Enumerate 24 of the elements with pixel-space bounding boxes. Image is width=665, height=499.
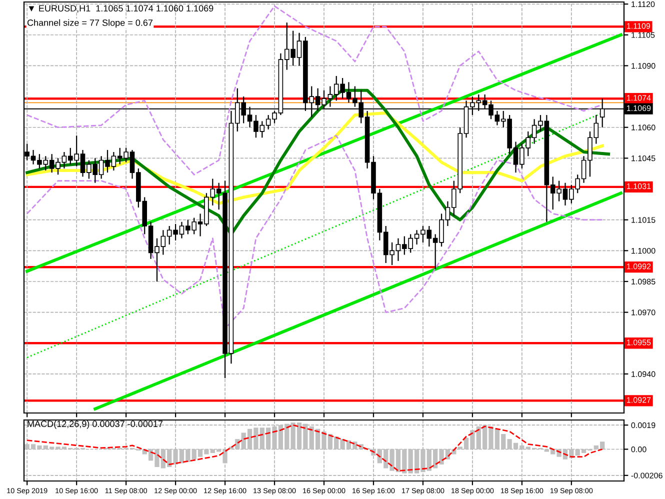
y-tick-label: 1.0940 — [632, 371, 656, 377]
y-tick-label: 1.0970 — [632, 310, 656, 316]
y-tick-label: 0.00 — [631, 446, 646, 452]
y-tick-label: 1.1060 — [632, 124, 656, 130]
y-tick-label: 1.1105 — [632, 32, 655, 38]
ref-line-label: 1.1109 — [627, 23, 650, 29]
ref-line-label: 1.0927 — [627, 397, 651, 403]
ref-line-label: 1.1031 — [627, 183, 651, 190]
ref-line-label: 1.0955 — [627, 340, 651, 346]
line-series — [26, 5, 604, 176]
ref-line-label: 1.1069 — [627, 105, 651, 112]
chart-title: MACD(12,26,9) 0.00037 -0.00017 — [28, 420, 163, 429]
ref-line-label: 1.1074 — [627, 95, 651, 101]
y-tick-label: 1.1045 — [632, 155, 656, 162]
ref-line-label: 1.0992 — [627, 264, 651, 270]
y-tick-label: 1.1000 — [632, 248, 656, 254]
chart-title: ▼ EURUSD,H1 1.1065 1.1074 1.1060 1.1069 — [28, 5, 214, 13]
y-tick-label: 1.1015 — [632, 217, 656, 223]
y-tick-label: 1.1090 — [632, 63, 656, 69]
y-tick-label: 1.1120 — [632, 1, 655, 8]
y-tick-label: 1.0985 — [632, 278, 656, 284]
y-tick-label: -0.00206 — [631, 472, 662, 478]
annotation: Channel size = 77 Slope = 0.67 — [27, 19, 153, 28]
y-tick-label: 0.0019 — [631, 422, 656, 428]
